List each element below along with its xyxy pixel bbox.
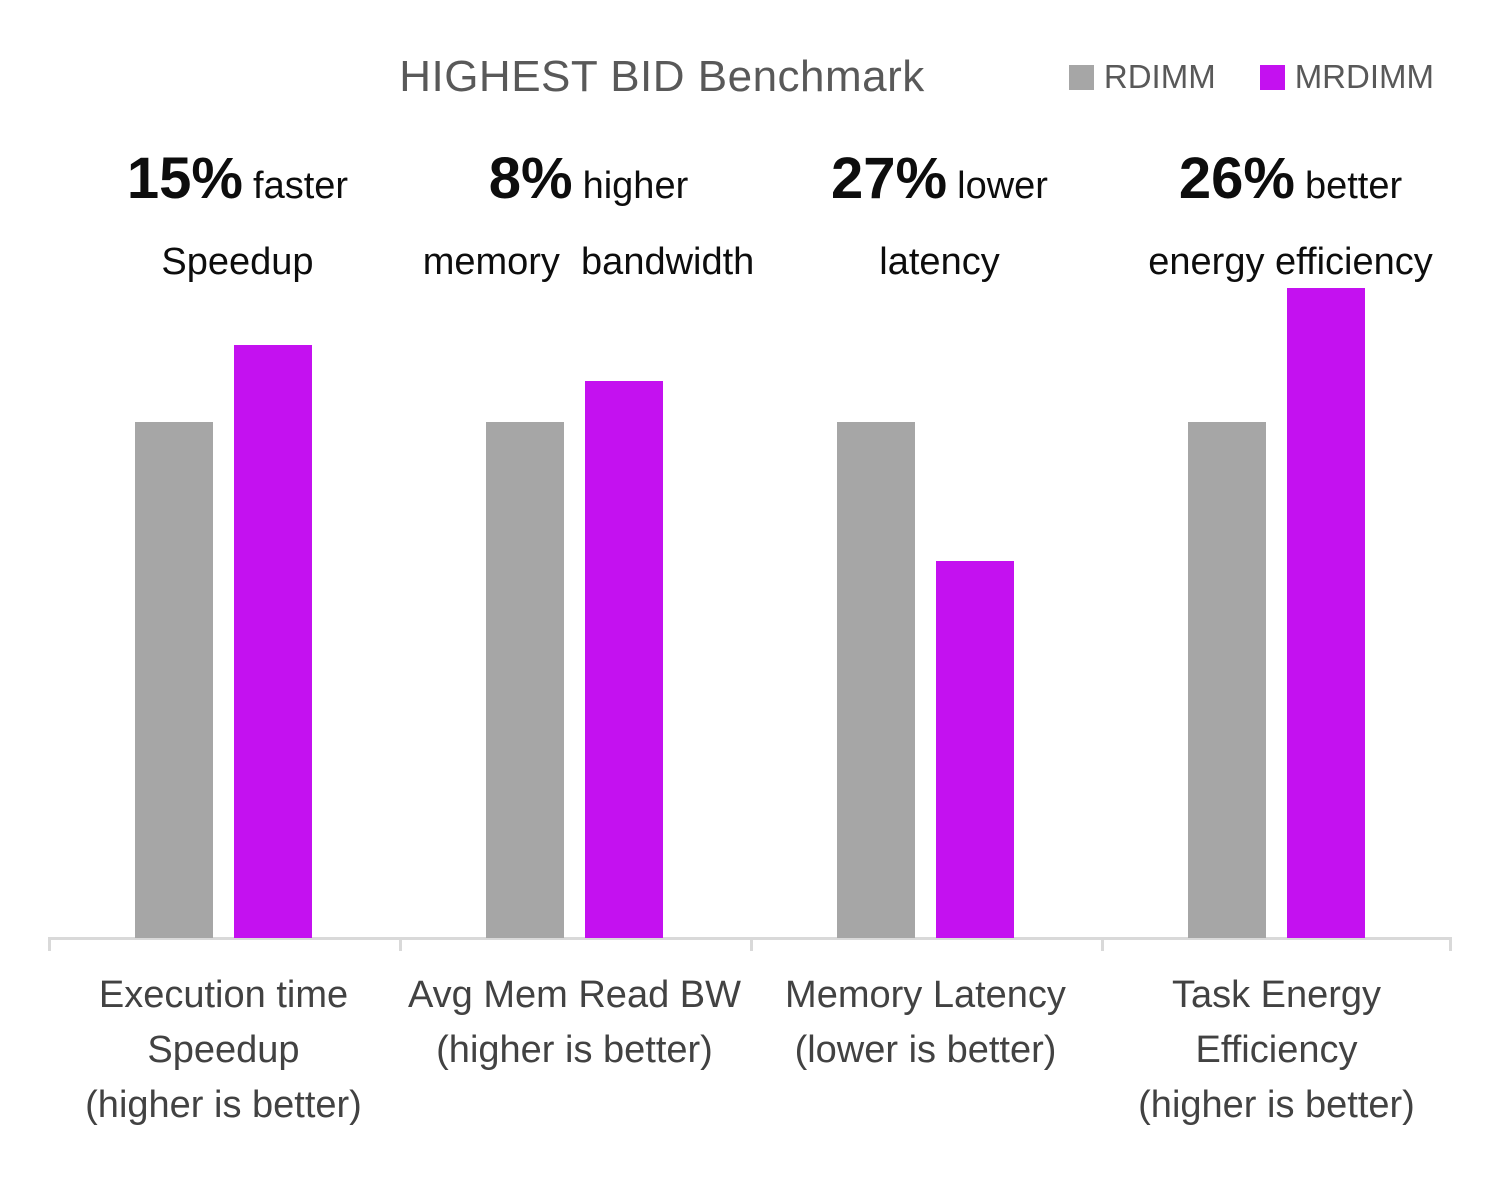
- annotation-suffix: better: [1304, 165, 1403, 207]
- category-label-line: (higher is better): [1138, 1084, 1415, 1126]
- category-label-line: (higher is better): [436, 1029, 713, 1071]
- mrdimm-bar: [234, 345, 312, 938]
- axis-tick: [48, 937, 51, 951]
- annotation-line2: energy efficiency: [1148, 241, 1433, 283]
- annotation: 15% faster Speedup: [58, 150, 418, 285]
- category-label-line: Memory Latency: [785, 974, 1066, 1016]
- category-label-line: Execution time: [98, 974, 349, 1016]
- legend-label-rdimm: RDIMM: [1103, 58, 1216, 95]
- annotation-line2: Speedup: [161, 241, 314, 283]
- axis-tick: [1101, 937, 1104, 951]
- annotation: 8% higher memory bandwidth: [409, 150, 769, 285]
- annotation-line2: latency: [879, 241, 1000, 283]
- rdimm-bar: [1188, 422, 1266, 938]
- axis-tick: [750, 937, 753, 951]
- annotation-line1: 15% faster: [58, 150, 418, 223]
- category-label-line: Avg Mem Read BW: [408, 974, 741, 1016]
- legend-item-rdimm: RDIMM: [1068, 58, 1216, 96]
- category-label: Task Energy Efficiency (higher is better): [1087, 968, 1467, 1133]
- category-label-line: (lower is better): [794, 1029, 1057, 1071]
- annotation-percent: 26%: [1178, 146, 1295, 211]
- category-label-line: (higher is better): [85, 1084, 362, 1126]
- mrdimm-bar: [1287, 288, 1365, 938]
- annotation-line1: 26% better: [1111, 150, 1471, 223]
- legend-label-mrdimm: MRDIMM: [1294, 58, 1434, 95]
- annotation-suffix: higher: [582, 165, 689, 207]
- legend: RDIMM MRDIMM: [1068, 58, 1434, 96]
- annotation-percent: 8%: [488, 146, 573, 211]
- category-label-line: Speedup: [147, 1029, 300, 1071]
- annotation-line1: 27% lower: [760, 150, 1120, 223]
- rdimm-bar: [135, 422, 213, 938]
- category-label-line: Task Energy: [1171, 974, 1382, 1016]
- rdimm-bar: [486, 422, 564, 938]
- chart-title: HIGHEST BID Benchmark: [399, 52, 925, 101]
- axis-tick: [1449, 937, 1452, 951]
- mrdimm-swatch-icon: [1259, 64, 1285, 90]
- annotation-suffix: faster: [253, 165, 349, 207]
- annotation-line2: memory bandwidth: [422, 241, 755, 283]
- annotation: 26% better energy efficiency: [1111, 150, 1471, 285]
- category-label: Memory Latency (lower is better): [736, 968, 1116, 1078]
- annotation-suffix: lower: [957, 165, 1048, 207]
- mrdimm-bar: [936, 561, 1014, 938]
- rdimm-swatch-icon: [1068, 64, 1094, 90]
- category-label: Avg Mem Read BW (higher is better): [385, 968, 765, 1078]
- annotation-percent: 27%: [831, 146, 948, 211]
- category-label: Execution time Speedup (higher is better): [34, 968, 414, 1133]
- mrdimm-bar: [585, 381, 663, 938]
- category-label-line: Efficiency: [1195, 1029, 1358, 1071]
- rdimm-bar: [837, 422, 915, 938]
- annotation: 27% lower latency: [760, 150, 1120, 285]
- annotation-line1: 8% higher: [409, 150, 769, 223]
- axis-tick: [399, 937, 402, 951]
- annotation-percent: 15%: [126, 146, 244, 211]
- legend-item-mrdimm: MRDIMM: [1259, 58, 1434, 96]
